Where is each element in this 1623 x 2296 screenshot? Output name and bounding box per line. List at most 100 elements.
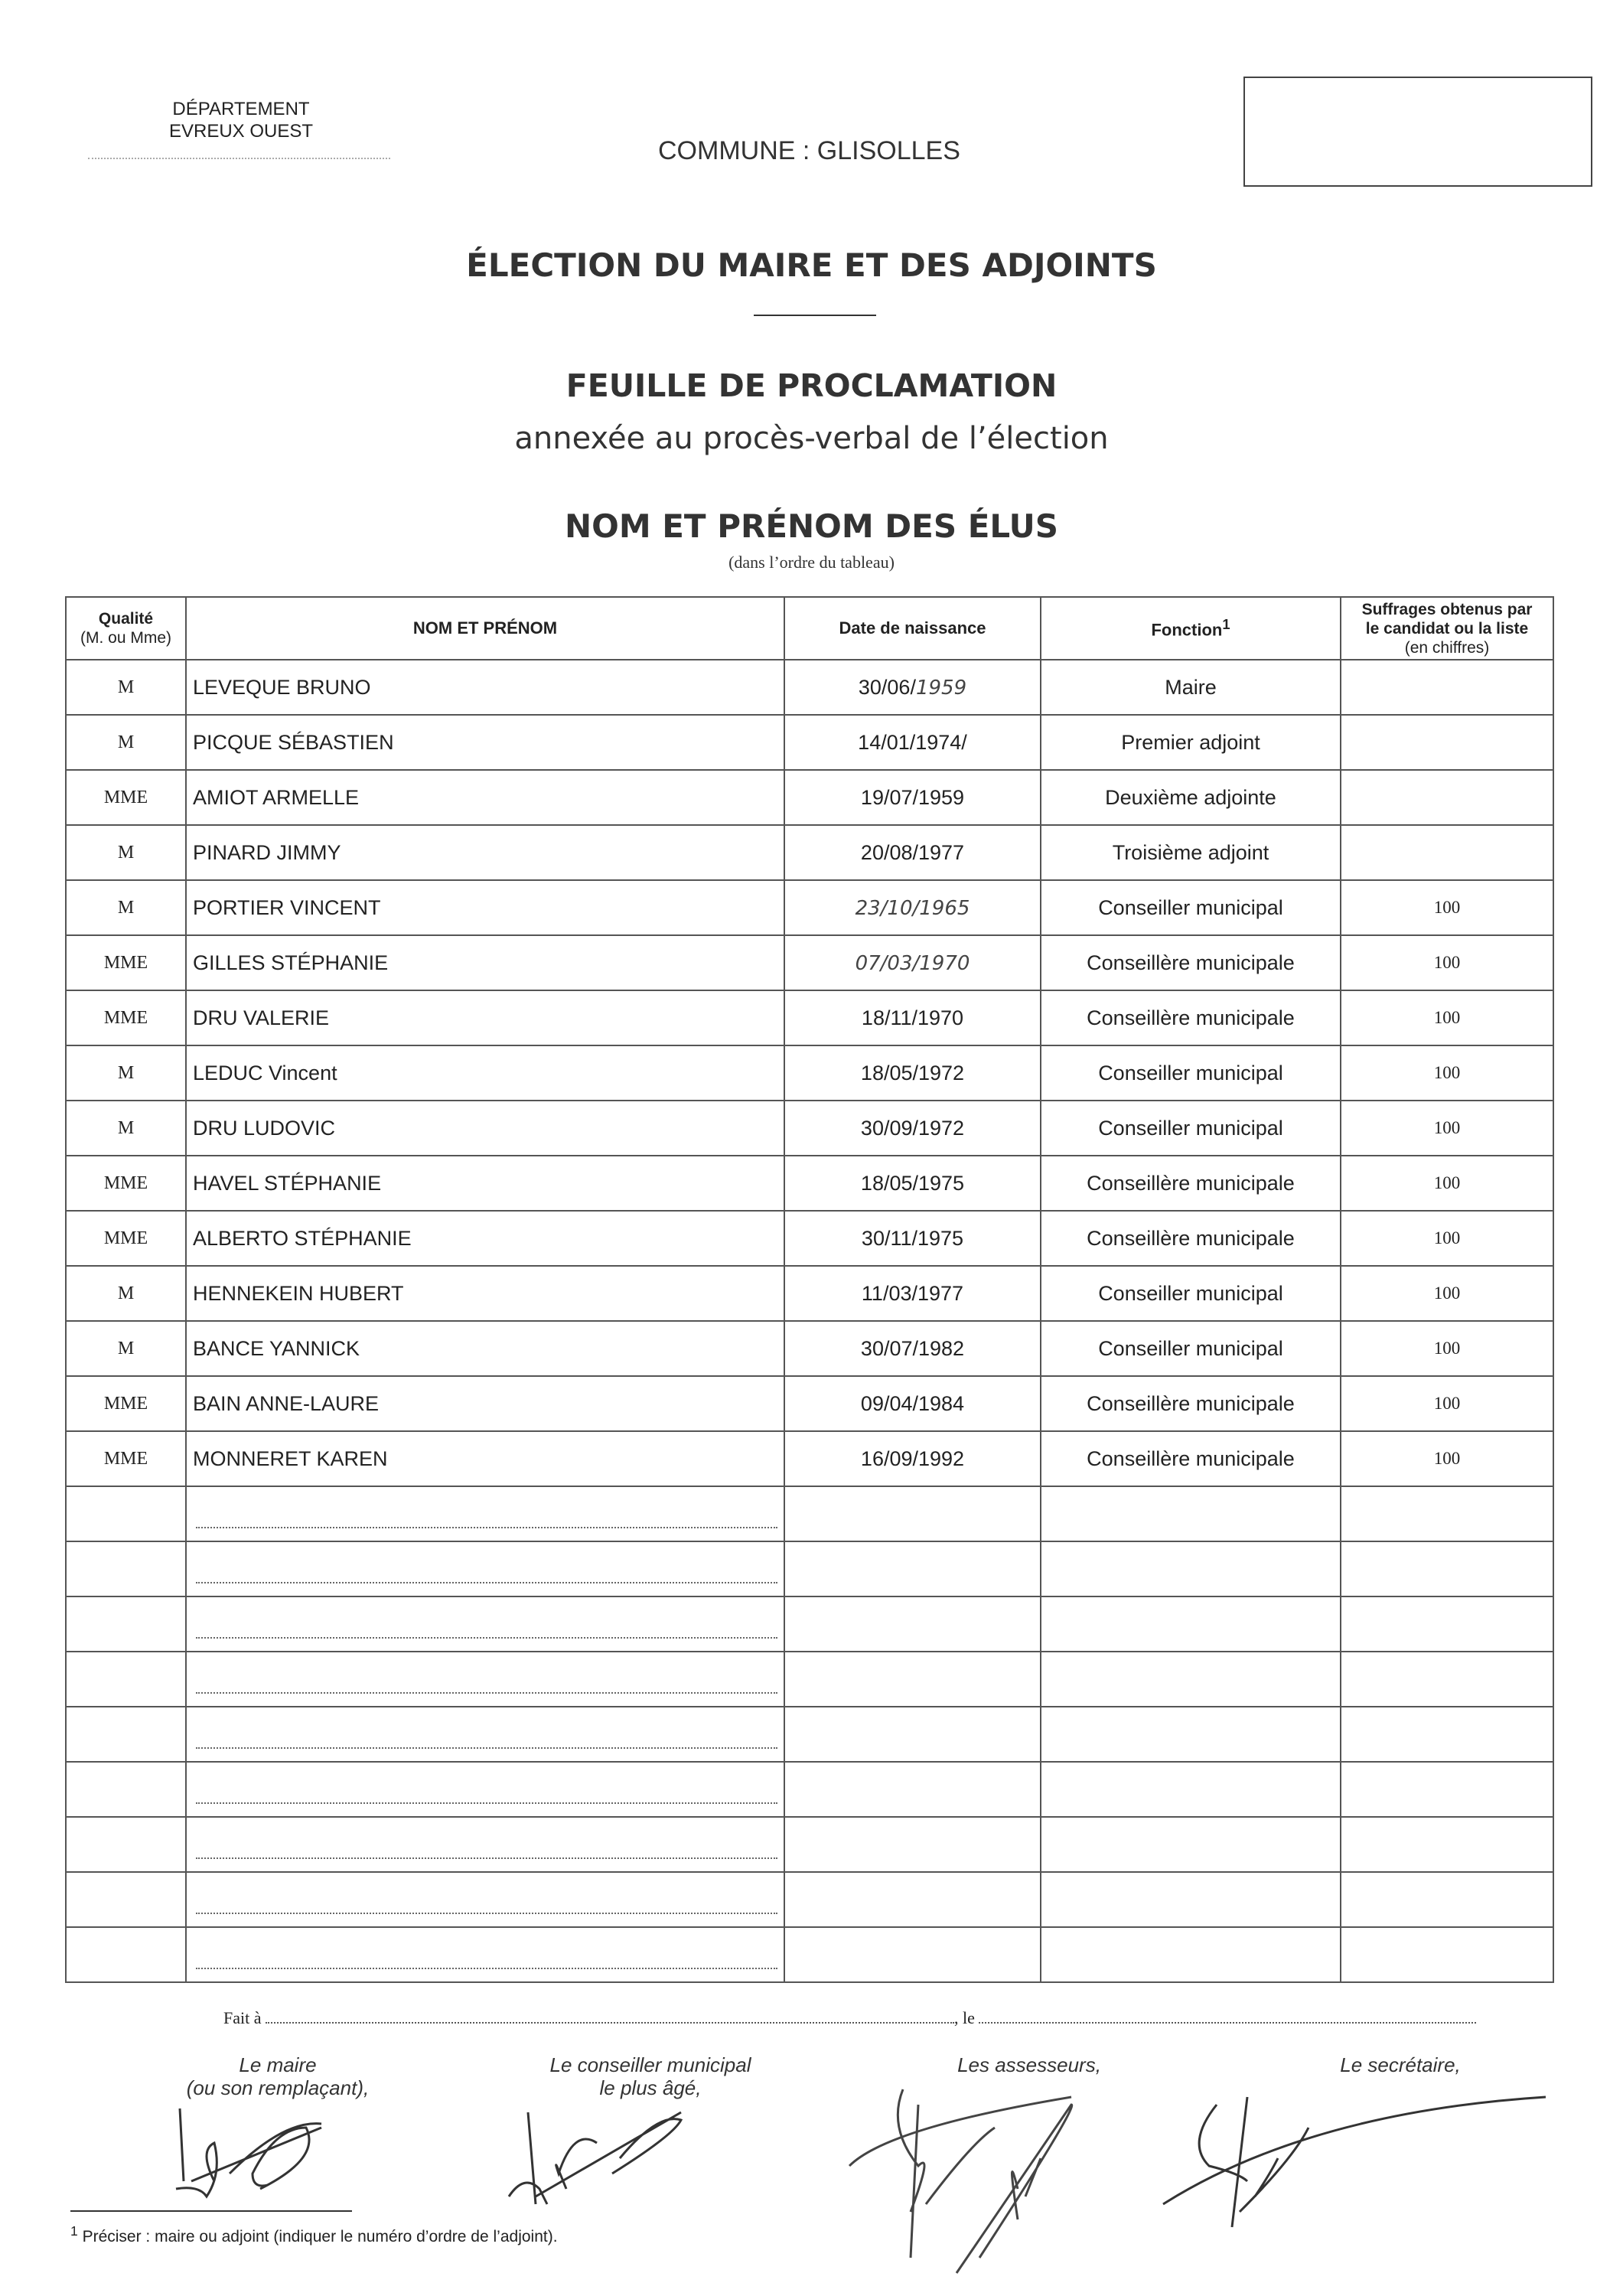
date-text: 18/05/1972 [860, 1061, 965, 1084]
cell-qualite[interactable] [65, 1706, 187, 1763]
section-note: (dans l’ordre du tableau) [728, 553, 895, 572]
cell-suffrages[interactable] [1340, 1706, 1554, 1763]
table-row: MME MONNERET KAREN 16/09/1992 Conseillère… [65, 1430, 1554, 1487]
fait-a-field[interactable] [266, 2008, 954, 2024]
cell-fonction[interactable] [1040, 1651, 1341, 1707]
cell-nom[interactable] [185, 1816, 785, 1873]
date-text: 18/05/1975 [860, 1171, 965, 1195]
cell-suffrages: 100 [1340, 1045, 1554, 1101]
header-suffrages-1: Suffrages obtenus par [1361, 600, 1533, 618]
assesseurs-signature [848, 2089, 1074, 2274]
header-fonction-label: Fonction [1151, 620, 1223, 640]
cell-date[interactable] [784, 1541, 1041, 1597]
cell-suffrages[interactable] [1340, 1596, 1554, 1652]
signatory-assesseurs: Les assesseurs, [876, 2053, 1182, 2076]
cell-nom[interactable] [185, 1706, 785, 1763]
cell-fonction: Conseillère municipale [1040, 1430, 1341, 1487]
cell-nom[interactable] [185, 1596, 785, 1652]
cell-qualite: M [65, 879, 187, 936]
cell-date[interactable] [784, 1816, 1041, 1873]
empty-table-row [65, 1596, 1554, 1652]
cell-fonction[interactable] [1040, 1706, 1341, 1763]
cell-fonction[interactable] [1040, 1926, 1341, 1983]
cell-nom: HAVEL STÉPHANIE [185, 1155, 785, 1212]
cell-qualite[interactable] [65, 1486, 187, 1542]
cell-qualite[interactable] [65, 1761, 187, 1818]
cell-date[interactable] [784, 1486, 1041, 1542]
cell-suffrages[interactable] [1340, 1541, 1554, 1597]
fait-a-label: Fait à [223, 2008, 262, 2027]
cell-suffrages[interactable] [1340, 1761, 1554, 1818]
cell-fonction[interactable] [1040, 1761, 1341, 1818]
cell-date[interactable] [784, 1651, 1041, 1707]
cell-date[interactable] [784, 1761, 1041, 1818]
table-row: M LEVEQUE BRUNO 30/06/1959 Maire [65, 659, 1554, 716]
cell-fonction: Conseiller municipal [1040, 1100, 1341, 1156]
cell-fonction: Conseillère municipale [1040, 1155, 1341, 1212]
cell-qualite: M [65, 824, 187, 881]
cell-qualite[interactable] [65, 1816, 187, 1873]
header-qualite: Qualité (M. ou Mme) [65, 596, 187, 660]
cell-date[interactable] [784, 1596, 1041, 1652]
cell-fonction[interactable] [1040, 1541, 1341, 1597]
handwritten-date: 23/10/1965 [855, 896, 970, 920]
departement-label: DÉPARTEMENT [172, 99, 310, 119]
header-nom: NOM ET PRÉNOM [185, 596, 785, 660]
cell-suffrages: 100 [1340, 934, 1554, 991]
cell-qualite[interactable] [65, 1926, 187, 1983]
cell-fonction[interactable] [1040, 1486, 1341, 1542]
date-text: 14/01/1974/ [858, 730, 967, 754]
cell-date[interactable] [784, 1706, 1041, 1763]
cell-suffrages[interactable] [1340, 1871, 1554, 1928]
cell-fonction[interactable] [1040, 1871, 1341, 1928]
table-row: MME DRU VALERIE 18/11/1970 Conseillère mu… [65, 990, 1554, 1046]
cell-nom[interactable] [185, 1926, 785, 1983]
maire-signature [175, 2108, 322, 2199]
cell-fonction[interactable] [1040, 1816, 1341, 1873]
cell-date[interactable] [784, 1926, 1041, 1983]
date-text: 18/11/1970 [861, 1006, 964, 1029]
cell-suffrages[interactable] [1340, 1486, 1554, 1542]
title-rule [754, 315, 876, 316]
cell-nom[interactable] [185, 1761, 785, 1818]
cell-date[interactable] [784, 1871, 1041, 1928]
cell-qualite[interactable] [65, 1541, 187, 1597]
date-text: 30/11/1975 [861, 1226, 964, 1250]
cell-qualite[interactable] [65, 1596, 187, 1652]
signatory-label: Le conseiller municipal [549, 2053, 751, 2076]
cell-suffrages: 100 [1340, 1375, 1554, 1432]
cell-fonction[interactable] [1040, 1596, 1341, 1652]
date-text: 20/08/1977 [860, 840, 965, 864]
cell-date: 30/11/1975 [784, 1210, 1041, 1267]
cell-qualite[interactable] [65, 1651, 187, 1707]
cell-fonction: Maire [1040, 659, 1341, 716]
cell-date: 16/09/1992 [784, 1430, 1041, 1487]
conseiller-signature [507, 2111, 683, 2205]
cell-date: 18/05/1975 [784, 1155, 1041, 1212]
cell-suffrages [1340, 824, 1554, 881]
cell-suffrages[interactable] [1340, 1651, 1554, 1707]
cell-nom[interactable] [185, 1541, 785, 1597]
cell-nom[interactable] [185, 1871, 785, 1928]
cell-nom[interactable] [185, 1651, 785, 1707]
cell-suffrages: 100 [1340, 1100, 1554, 1156]
stamp-box [1243, 77, 1592, 187]
empty-table-row [65, 1816, 1554, 1873]
cell-nom: DRU VALERIE [185, 990, 785, 1046]
cell-qualite[interactable] [65, 1871, 187, 1928]
cell-nom: LEDUC Vincent [185, 1045, 785, 1101]
cell-nom: GILLES STÉPHANIE [185, 934, 785, 991]
empty-table-row [65, 1926, 1554, 1983]
table-row: M HENNEKEIN HUBERT 11/03/1977 Conseiller … [65, 1265, 1554, 1322]
fait-a-line: Fait à , le [223, 2008, 1486, 2028]
date-field[interactable] [979, 2008, 1477, 2024]
empty-table-row [65, 1651, 1554, 1707]
cell-suffrages[interactable] [1340, 1926, 1554, 1983]
date-text: 16/09/1992 [860, 1446, 965, 1470]
dotted-line [196, 1793, 777, 1804]
cell-suffrages: 100 [1340, 1210, 1554, 1267]
cell-nom[interactable] [185, 1486, 785, 1542]
cell-fonction: Conseiller municipal [1040, 1045, 1341, 1101]
cell-date: 19/07/1959 [784, 769, 1041, 826]
cell-suffrages[interactable] [1340, 1816, 1554, 1873]
